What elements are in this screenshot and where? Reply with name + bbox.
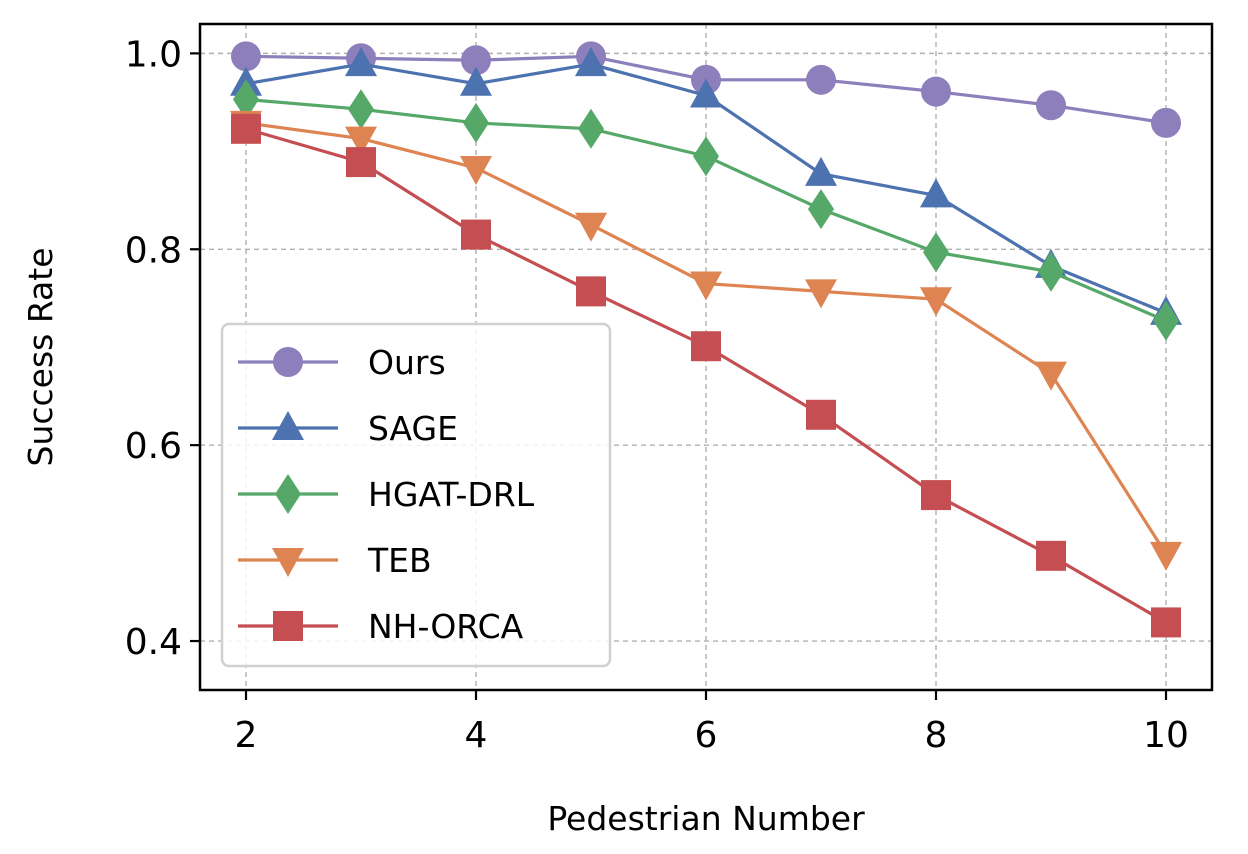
data-point	[805, 279, 837, 309]
x-tick-label: 6	[695, 715, 718, 756]
x-tick-label: 4	[465, 715, 488, 756]
y-tick-label: 0.8	[125, 230, 182, 271]
data-point	[691, 331, 721, 362]
legend-label: NH-ORCA	[368, 607, 524, 646]
data-point	[1036, 90, 1066, 121]
y-axis-label: Success Rate	[21, 248, 60, 467]
legend-label: HGAT-DRL	[368, 475, 535, 514]
legend-label: SAGE	[368, 409, 458, 448]
data-point	[806, 399, 836, 430]
series-hgat-drl	[233, 79, 1179, 341]
legend-item: HGAT-DRL	[238, 474, 535, 514]
legend: Ours SAGE HGAT-DRL TEB NH-ORCA	[220, 322, 612, 668]
data-point	[231, 113, 261, 144]
x-tick-label: 10	[1143, 715, 1189, 756]
data-point	[575, 47, 607, 77]
legend-item: TEB	[238, 541, 432, 580]
legend-marker	[272, 411, 304, 440]
data-point	[920, 178, 952, 208]
data-point	[231, 41, 261, 72]
data-point	[345, 47, 377, 77]
legend-label: Ours	[368, 343, 446, 382]
series-layer	[230, 41, 1182, 638]
data-point	[1035, 361, 1067, 391]
legend-marker	[272, 548, 304, 577]
data-point	[348, 89, 374, 130]
legend-item: NH-ORCA	[238, 607, 524, 646]
legend-marker	[273, 611, 303, 641]
data-point	[690, 78, 722, 108]
y-tick-label: 0.6	[125, 426, 182, 467]
data-point	[1153, 300, 1179, 341]
legend-label: TEB	[367, 541, 432, 580]
data-point	[1150, 541, 1182, 571]
data-point	[921, 76, 951, 107]
legend-item: SAGE	[238, 409, 458, 448]
legend-marker	[275, 474, 301, 514]
y-tick-label: 0.4	[125, 622, 182, 663]
data-point	[1151, 607, 1181, 638]
data-point	[1151, 107, 1181, 138]
data-point	[575, 212, 607, 242]
legend-box	[220, 322, 612, 668]
data-point	[460, 66, 492, 96]
data-point	[1038, 251, 1064, 292]
data-point	[921, 480, 951, 511]
data-point	[923, 232, 949, 273]
axis-ticks: 2 4 6 8 10 0.4 0.6 0.8 1.0	[125, 34, 1189, 756]
data-point	[460, 155, 492, 185]
data-point	[693, 136, 719, 177]
x-axis-label: Pedestrian Number	[547, 799, 865, 838]
data-point	[461, 45, 491, 76]
data-point	[805, 156, 837, 186]
data-point	[233, 79, 259, 120]
data-point	[461, 219, 491, 250]
x-tick-label: 8	[925, 715, 948, 756]
data-point	[346, 147, 376, 178]
x-tick-label: 2	[235, 715, 258, 756]
data-point	[920, 287, 952, 317]
data-point	[808, 189, 834, 230]
data-point	[1036, 540, 1066, 571]
legend-item: Ours	[238, 343, 446, 382]
data-point	[806, 64, 836, 95]
data-point	[576, 276, 606, 307]
data-point	[578, 108, 604, 149]
data-point	[690, 271, 722, 301]
data-point	[463, 102, 489, 143]
y-tick-label: 1.0	[125, 34, 182, 75]
series-nh-orca	[231, 113, 1181, 638]
legend-marker	[273, 347, 303, 377]
data-point	[345, 126, 377, 156]
